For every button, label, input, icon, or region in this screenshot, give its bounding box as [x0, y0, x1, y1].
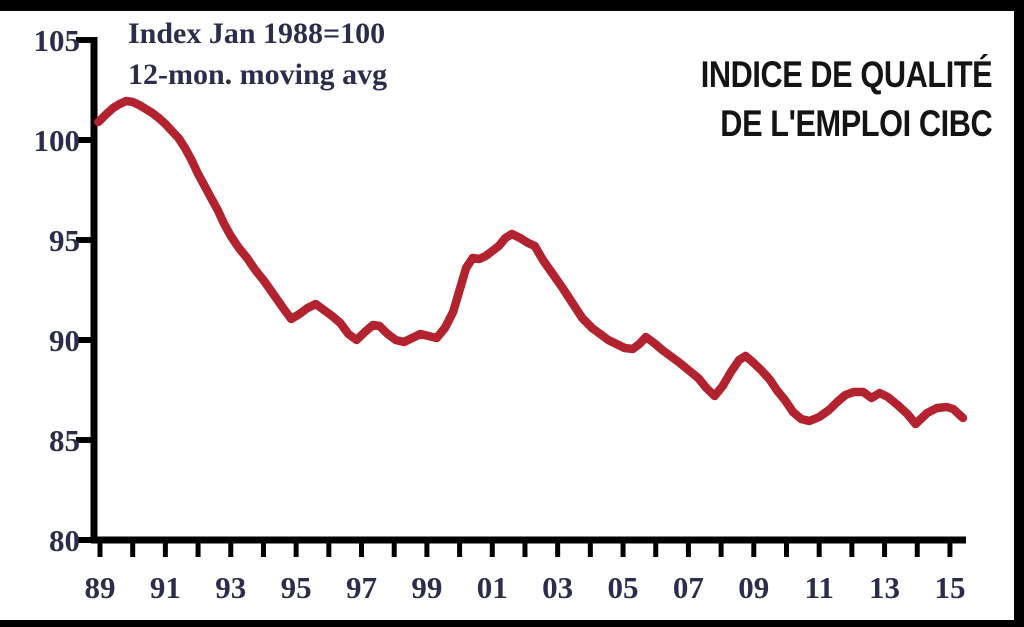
x-tick-label: 91 [150, 570, 181, 605]
note-line-2: 12-mon. moving avg [128, 58, 388, 91]
note-line-1: Index Jan 1988=100 [128, 17, 386, 50]
x-tick-label: 95 [281, 570, 312, 605]
x-tick-label: 15 [934, 570, 965, 605]
x-tick-label: 09 [738, 570, 769, 605]
y-tick-label: 105 [34, 23, 81, 58]
x-tick-label: 99 [411, 570, 442, 605]
y-tick-label: 90 [49, 323, 80, 358]
top-border-bar [0, 0, 1024, 11]
x-tick-label: 89 [85, 570, 116, 605]
y-tick-label: 85 [49, 423, 80, 458]
title-line-1: INDICE DE QUALITÉ [700, 54, 992, 95]
x-tick-label: 03 [542, 570, 573, 605]
title-line-2: DE L'EMPLOI CIBC [720, 103, 992, 144]
x-tick-label: 11 [805, 570, 834, 605]
x-tick-label: 97 [346, 570, 377, 605]
x-tick-label: 93 [215, 570, 246, 605]
x-tick-label: 01 [477, 570, 508, 605]
chart-title: INDICE DE QUALITÉ DE L'EMPLOI CIBC [700, 50, 992, 148]
x-tick-label: 05 [608, 570, 639, 605]
right-border-bar [1014, 0, 1024, 627]
bottom-border-bar [0, 620, 1024, 627]
index-line-series [94, 96, 968, 429]
chart-note: Index Jan 1988=100 12-mon. moving avg [128, 13, 387, 95]
y-tick-label: 100 [34, 123, 81, 158]
x-tick-label: 13 [869, 570, 900, 605]
x-tick-label: 07 [673, 570, 704, 605]
y-tick-label: 95 [49, 223, 80, 258]
y-tick-label: 80 [49, 523, 80, 558]
